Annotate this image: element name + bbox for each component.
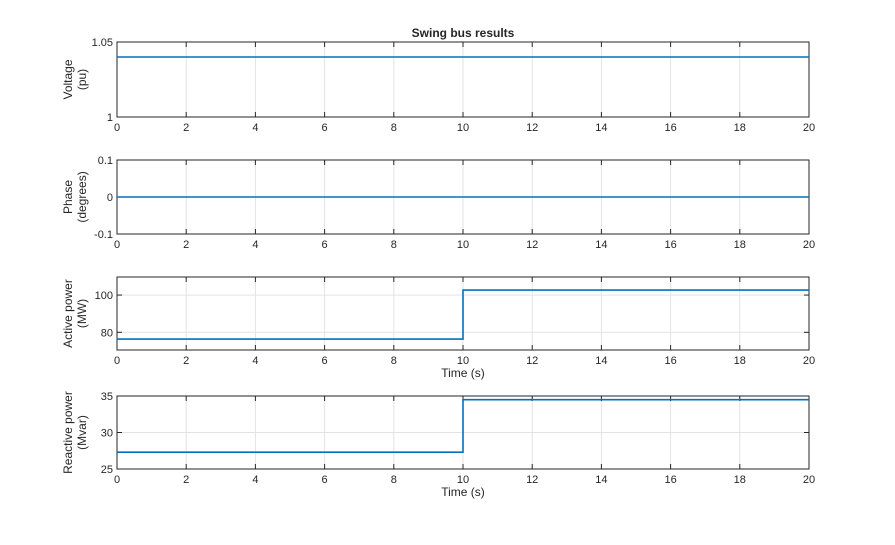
- y-axis-label-line: (Mvar): [75, 415, 89, 450]
- x-tick-label: 2: [183, 355, 189, 367]
- x-tick-label: 12: [526, 239, 538, 251]
- subplot-4: 0 2 4 6 8 10 12 14 16 18 20 25 30 35 Reactive power(Mv…: [61, 391, 815, 499]
- data-series-line: [117, 398, 809, 454]
- x-tick-label: 12: [526, 474, 538, 486]
- y-tick-label: 1.05: [92, 37, 113, 49]
- x-tick-label: 4: [252, 474, 258, 486]
- y-axis-label-line: Voltage: [61, 59, 75, 99]
- x-tick-label: 16: [664, 239, 676, 251]
- y-axis-label-line: Phase: [61, 180, 75, 214]
- x-tick-label: 12: [526, 355, 538, 367]
- y-axis-label: Phase(degrees): [61, 171, 89, 222]
- x-tick-label: 2: [183, 122, 189, 134]
- x-tick-label: 0: [114, 122, 120, 134]
- x-tick-label: 8: [391, 122, 397, 134]
- x-tick-label: 4: [252, 122, 258, 134]
- y-axis-label-line: (degrees): [75, 171, 89, 222]
- x-tick-label: 16: [664, 355, 676, 367]
- x-tick-label: 20: [803, 474, 815, 486]
- y-tick-label: 1: [107, 112, 113, 124]
- data-series-line: [117, 289, 809, 340]
- x-tick-label: 20: [803, 122, 815, 134]
- y-tick-label: 0.1: [98, 155, 113, 167]
- x-tick-label: 14: [595, 239, 607, 251]
- x-tick-label: 6: [322, 474, 328, 486]
- y-axis-label-line: Reactive power: [61, 391, 75, 474]
- x-tick-label: 14: [595, 122, 607, 134]
- x-tick-label: 4: [252, 355, 258, 367]
- x-tick-label: 0: [114, 474, 120, 486]
- x-tick-label: 10: [457, 355, 469, 367]
- x-tick-label: 14: [595, 355, 607, 367]
- y-axis-label-line: (pu): [75, 69, 89, 90]
- x-tick-label: 0: [114, 355, 120, 367]
- y-tick-label: 0: [107, 192, 113, 204]
- x-tick-label: 18: [734, 474, 746, 486]
- x-tick-label: 10: [457, 239, 469, 251]
- y-axis-label-line: Active power: [61, 279, 75, 348]
- figure-title: Swing bus results: [412, 26, 515, 40]
- x-tick-label: 18: [734, 355, 746, 367]
- y-axis-label: Reactive power(Mvar): [61, 391, 89, 474]
- y-tick-label: 100: [95, 290, 113, 302]
- x-tick-label: 6: [322, 355, 328, 367]
- y-tick-label: 35: [101, 391, 113, 403]
- x-tick-label: 2: [183, 239, 189, 251]
- y-tick-label: 25: [101, 464, 113, 476]
- x-tick-label: 20: [803, 239, 815, 251]
- x-tick-label: 18: [734, 239, 746, 251]
- x-axis-label: Time (s): [441, 485, 485, 499]
- y-axis-label: Voltage(pu): [61, 59, 89, 99]
- x-tick-label: 14: [595, 474, 607, 486]
- y-axis-label-line: (MW): [75, 299, 89, 328]
- x-tick-label: 6: [322, 239, 328, 251]
- x-tick-label: 10: [457, 474, 469, 486]
- x-tick-label: 10: [457, 122, 469, 134]
- x-tick-label: 8: [391, 239, 397, 251]
- y-tick-label: 80: [101, 327, 113, 339]
- x-tick-label: 0: [114, 239, 120, 251]
- y-tick-label: 30: [101, 428, 113, 440]
- y-tick-label: -0.1: [94, 229, 113, 241]
- x-tick-label: 8: [391, 474, 397, 486]
- axes-box: [116, 395, 810, 470]
- x-tick-label: 12: [526, 122, 538, 134]
- axes-box: [116, 276, 810, 351]
- axes-box: [116, 41, 810, 118]
- x-tick-label: 16: [664, 474, 676, 486]
- x-tick-label: 2: [183, 474, 189, 486]
- x-tick-label: 20: [803, 355, 815, 367]
- x-tick-label: 16: [664, 122, 676, 134]
- x-tick-label: 4: [252, 239, 258, 251]
- y-axis-label: Active power(MW): [61, 279, 89, 348]
- x-tick-label: 8: [391, 355, 397, 367]
- x-tick-label: 6: [322, 122, 328, 134]
- x-axis-label: Time (s): [441, 366, 485, 380]
- subplot-3: 0 2 4 6 8 10 12 14 16 18 20 80 100 Active power(MW) Ti…: [61, 276, 815, 380]
- x-tick-label: 18: [734, 122, 746, 134]
